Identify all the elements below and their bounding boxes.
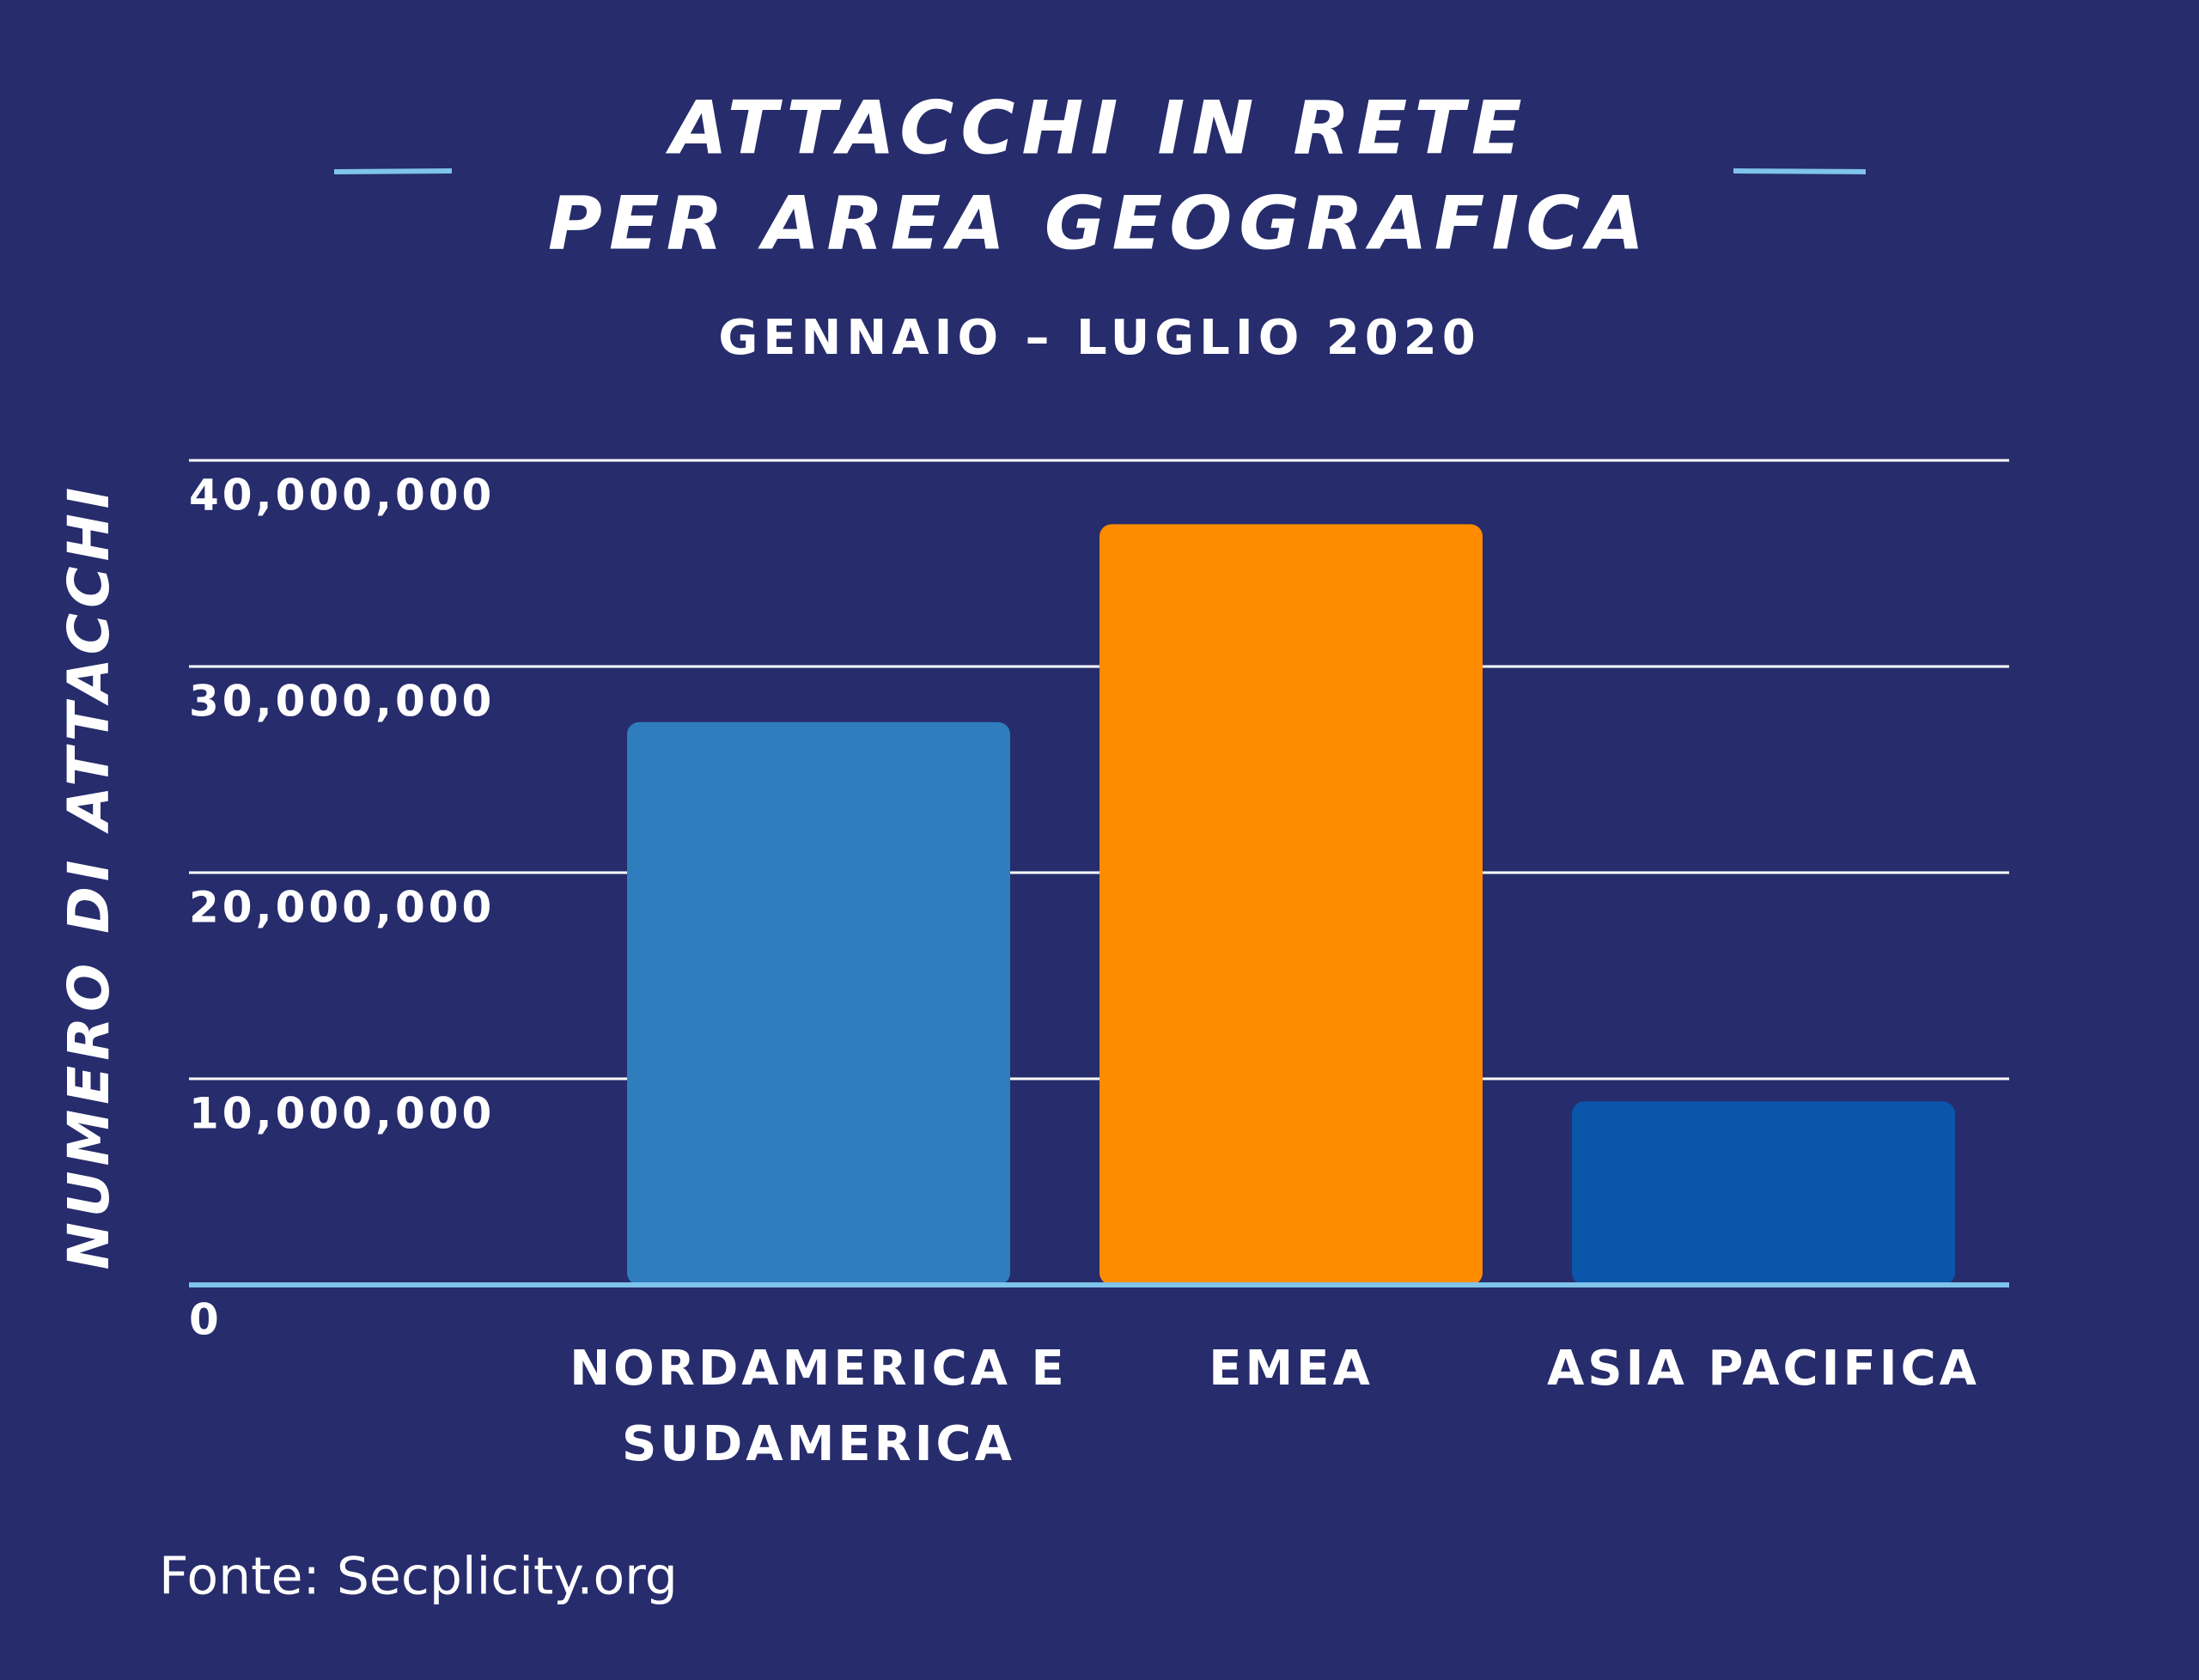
y-tick-label: 40,000,000 <box>189 471 495 520</box>
x-tick-label: ASIA PACIFICA <box>1546 1341 1981 1397</box>
source: Fonte: Secplicity.org <box>159 1547 678 1607</box>
bar <box>627 721 1010 1285</box>
chart-title: PER AREA GEOGRAFICA <box>548 180 1651 266</box>
chart-subtitle: GENNAIO – LUGLIO 2020 <box>718 310 1480 366</box>
x-tick-label: NORDAMERICA E SUDAMERICA <box>570 1341 1068 1472</box>
y-tick-label: 10,000,000 <box>189 1089 495 1139</box>
y-axis-label: NUMERO DI ATTACCHI <box>56 483 122 1270</box>
y-tick-label: 30,000,000 <box>189 677 495 727</box>
chart-title: ATTACCHI IN RETE <box>665 85 1528 171</box>
bar <box>1572 1101 1955 1285</box>
x-tick-label: EMEA <box>1209 1341 1374 1397</box>
y-tick-label: 0 <box>189 1295 222 1345</box>
title-decoration <box>333 168 453 174</box>
bar <box>1100 524 1483 1285</box>
title-decoration <box>1733 168 1867 174</box>
y-tick-label: 20,000,000 <box>189 883 495 933</box>
